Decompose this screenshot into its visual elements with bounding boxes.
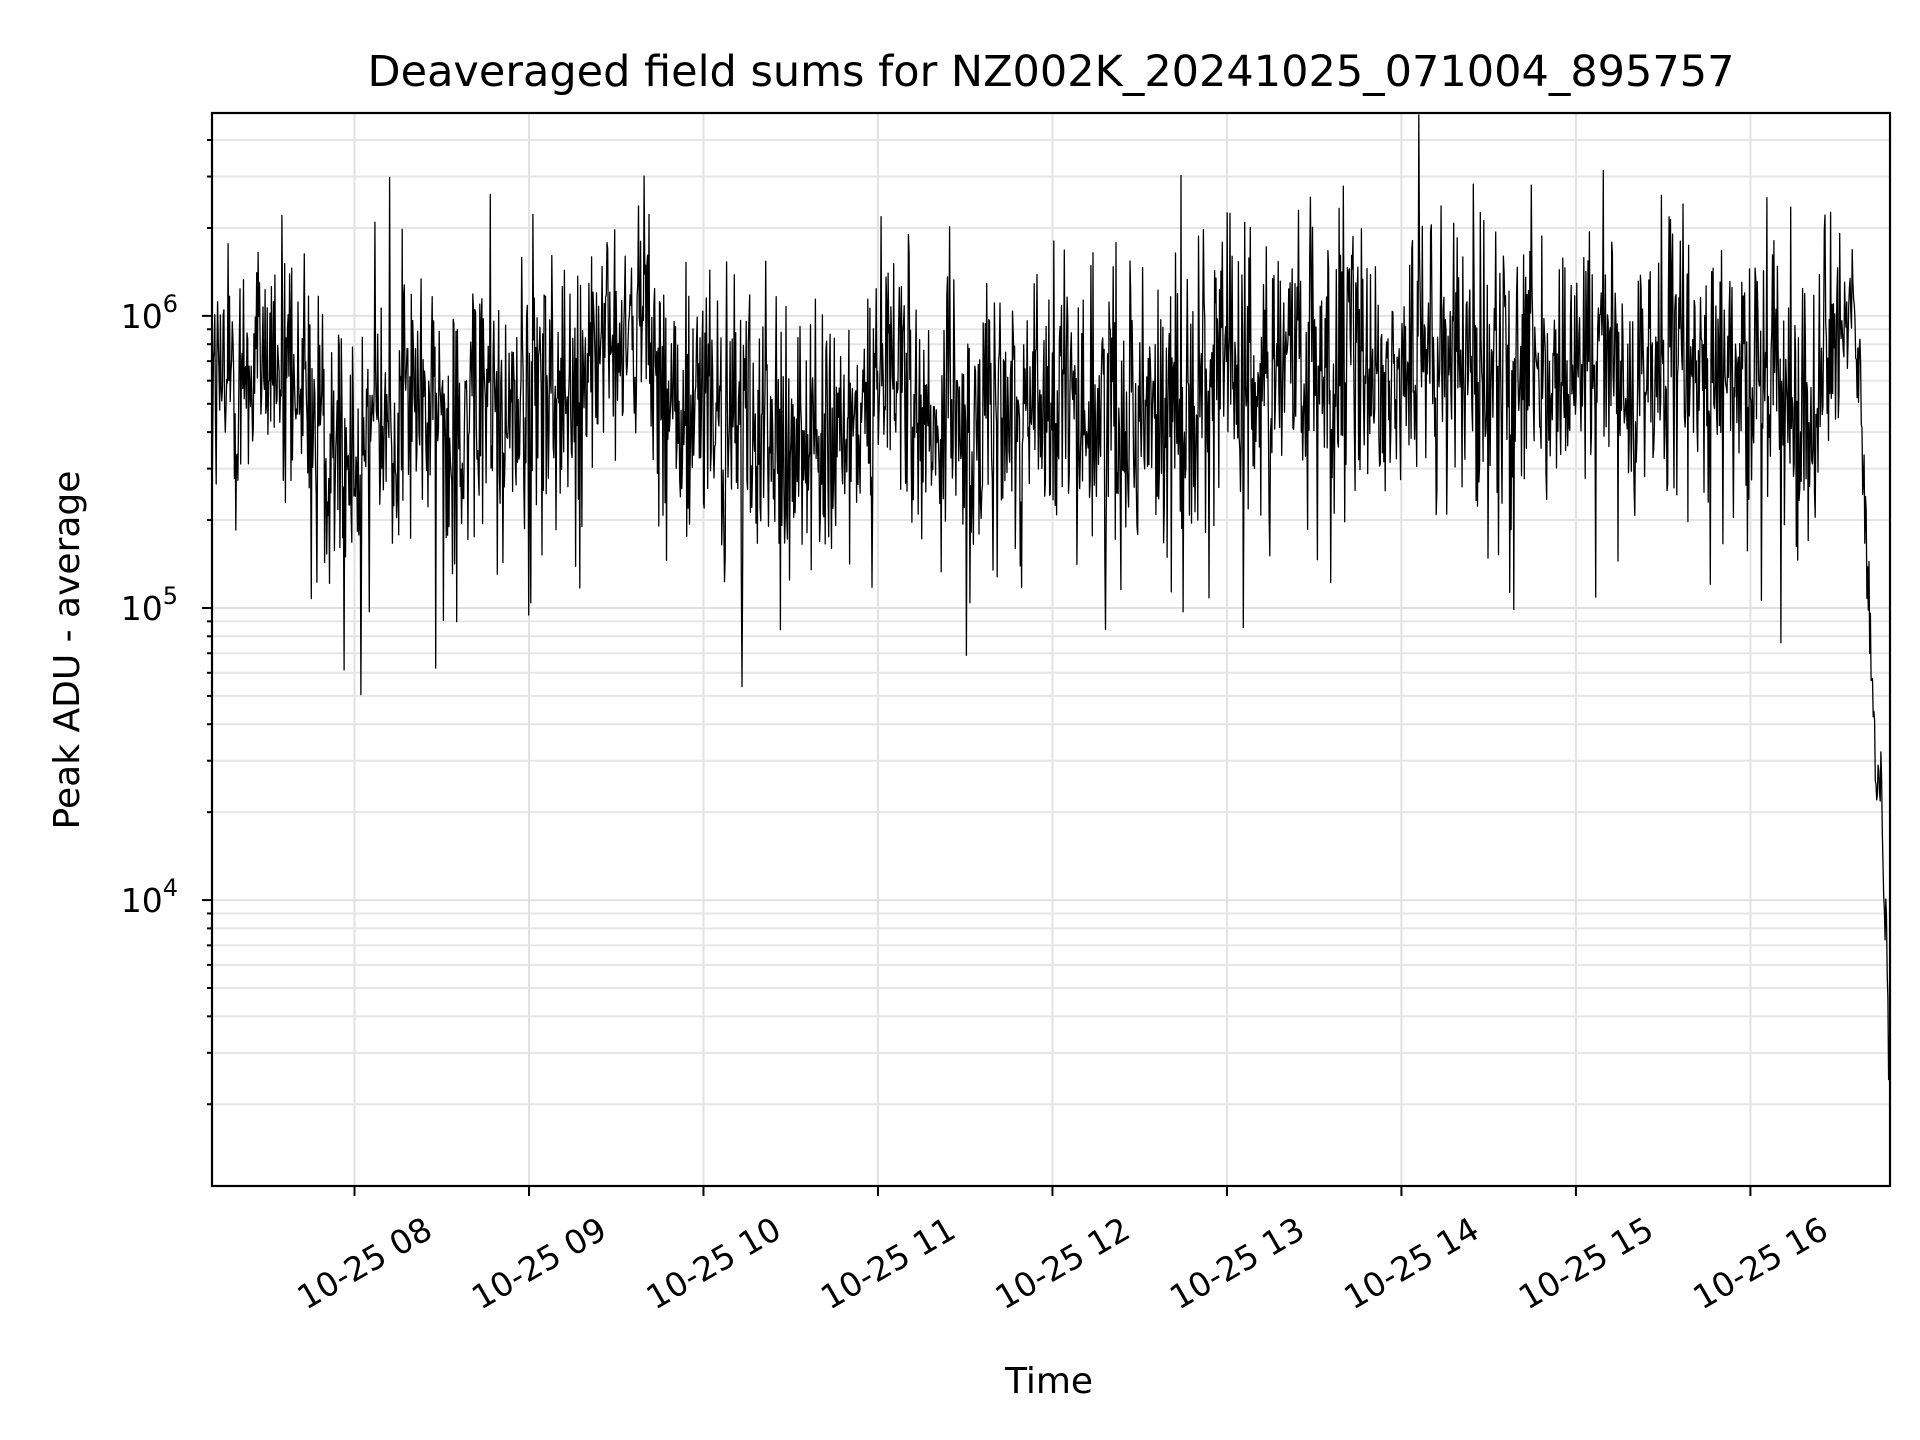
x-tick-label: 10-25 11: [814, 1209, 962, 1317]
x-tick-label: 10-25 10: [639, 1209, 787, 1317]
x-tick-label: 10-25 08: [291, 1209, 439, 1317]
x-axis-label: Time: [1004, 1361, 1093, 1402]
chart-title: Deaveraged field sums for NZ002K_2024102…: [368, 47, 1735, 97]
y-axis-label: Peak ADU - average: [47, 471, 88, 830]
series-line: [211, 114, 1891, 1081]
x-tick-label: 10-25 16: [1686, 1209, 1834, 1317]
x-tick-label: 10-25 14: [1337, 1209, 1485, 1317]
y-tick-label: 105: [121, 582, 178, 628]
plot-frame: [210, 111, 1892, 1188]
x-tick-label: 10-25 15: [1512, 1209, 1660, 1317]
y-tick-label: 106: [121, 290, 178, 336]
series-line-group: [211, 114, 1891, 1081]
x-tick-label: 10-25 09: [465, 1209, 613, 1317]
grid: [212, 113, 1890, 1186]
x-tick-label: 10-25 13: [1163, 1209, 1311, 1317]
ticks: [202, 139, 1752, 1196]
x-tick-label: 10-25 12: [988, 1209, 1136, 1317]
y-tick-label: 104: [121, 874, 178, 920]
